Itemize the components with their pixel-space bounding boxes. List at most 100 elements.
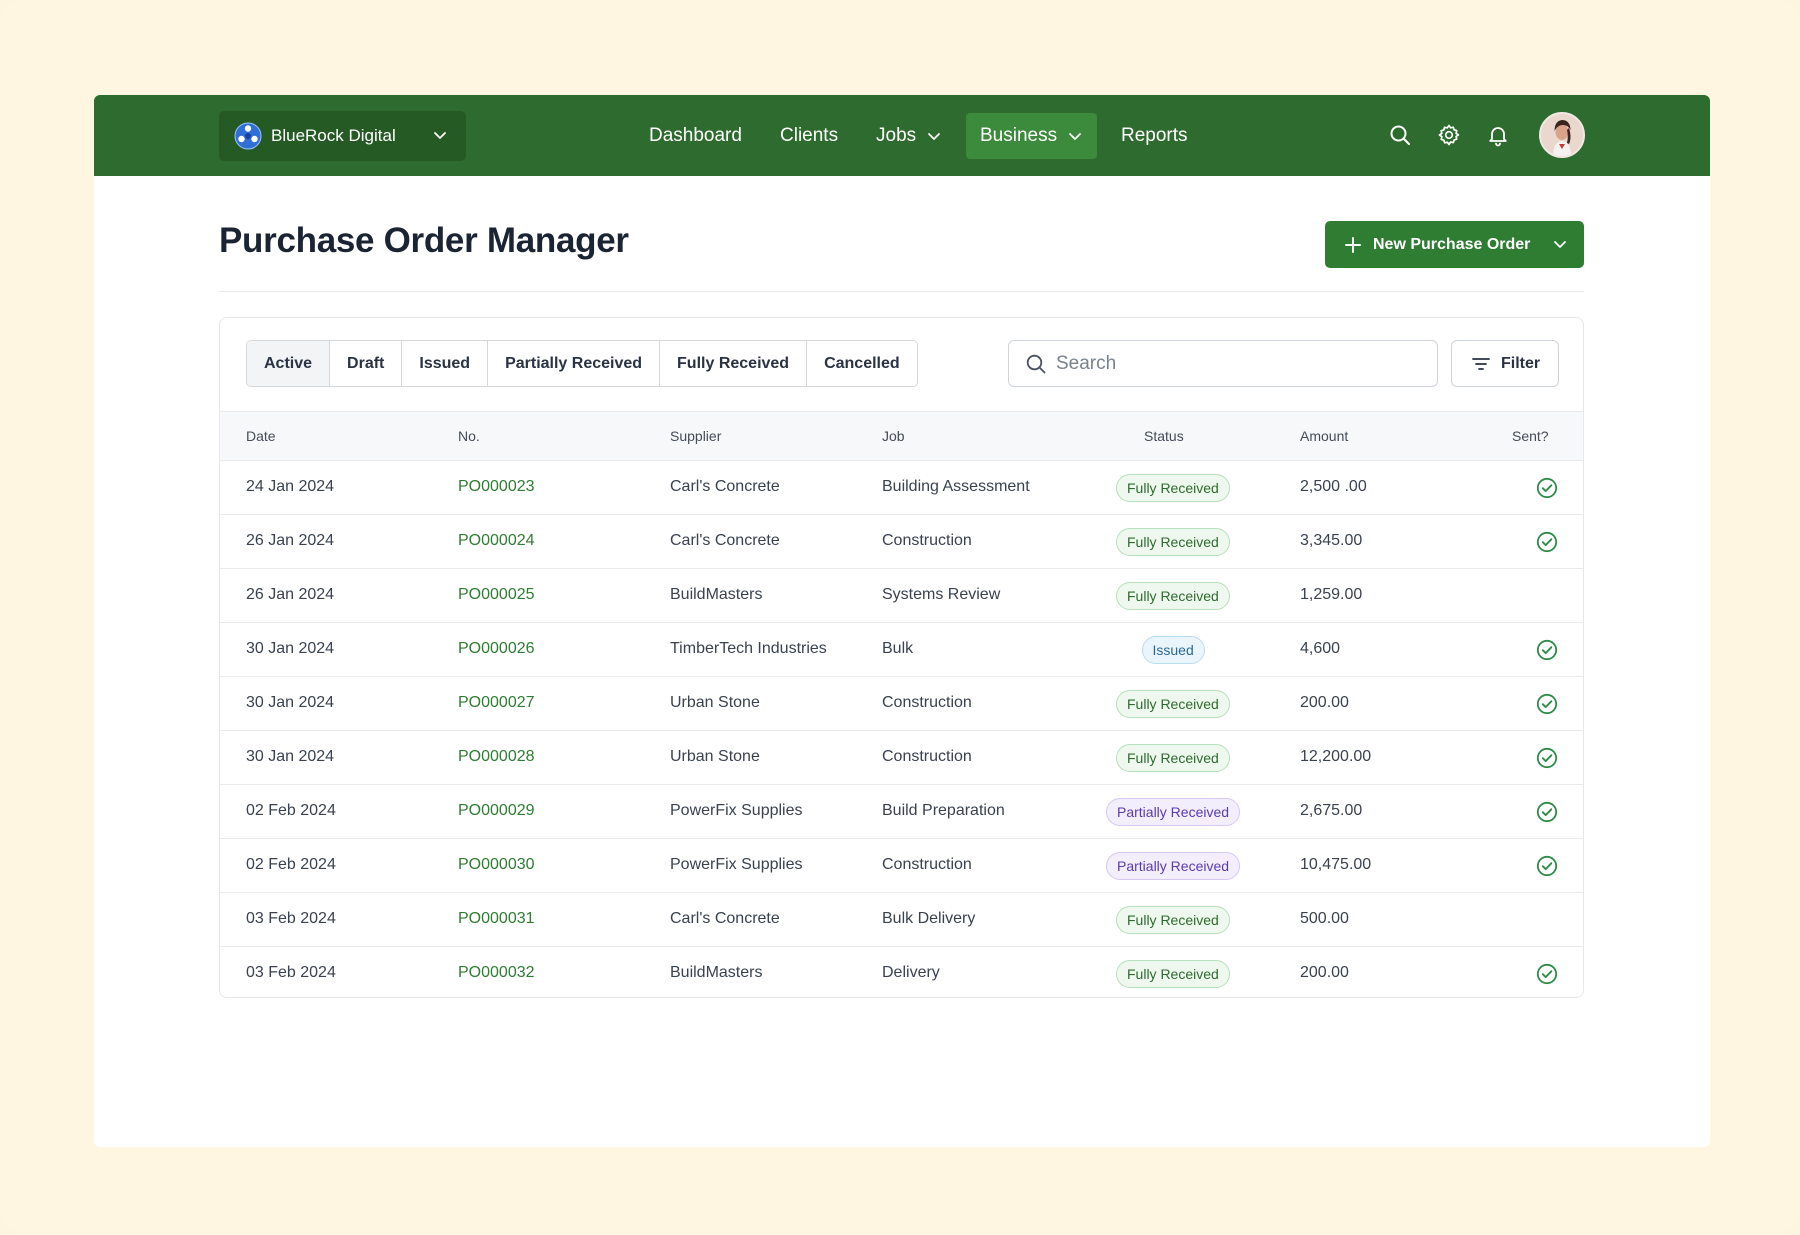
po-number-link[interactable]: PO000024 (458, 532, 535, 549)
column-header-supplier[interactable]: Supplier (670, 428, 722, 444)
tab-label: Cancelled (824, 354, 900, 372)
table-row[interactable]: 30 Jan 2024 PO000027 Urban Stone Constructi… (220, 677, 1583, 731)
cell-amount: 4,600 (1300, 640, 1341, 657)
column-header-no[interactable]: No. (458, 428, 480, 444)
po-number-link[interactable]: PO000029 (458, 802, 535, 819)
filter-button[interactable]: Filter (1451, 340, 1559, 387)
cell-supplier: PowerFix Supplies (670, 802, 803, 819)
nav-item-label: Clients (780, 125, 839, 146)
table-row[interactable]: 26 Jan 2024 PO000025 BuildMasters Systems R… (220, 569, 1583, 623)
column-header-amount[interactable]: Amount (1300, 428, 1349, 444)
chevron-down-icon (1069, 133, 1082, 140)
tab-cancelled[interactable]: Cancelled (807, 341, 917, 386)
column-header-sent[interactable]: Sent? (1512, 428, 1549, 444)
table-row[interactable]: 30 Jan 2024 PO000028 Urban Stone Constructi… (220, 731, 1583, 785)
cell-supplier: Urban Stone (670, 694, 760, 711)
table-row[interactable]: 30 Jan 2024 PO000026 TimberTech Industries… (220, 623, 1583, 677)
status-badge: Fully Received (1116, 690, 1230, 718)
nav-item-label: Jobs (876, 125, 917, 146)
chevron-down-icon (434, 132, 446, 139)
tab-issued[interactable]: Issued (402, 341, 489, 386)
cell-job: Building Assessment (882, 478, 1030, 495)
tab-partially-received[interactable]: Partially Received (488, 341, 661, 386)
po-number-link[interactable]: PO000028 (458, 748, 535, 765)
gear-icon[interactable] (1437, 123, 1461, 147)
table-row[interactable]: 03 Feb 2024 PO000031 Carl's Concrete Bulk D… (220, 893, 1583, 947)
check-circle-icon (1536, 477, 1558, 499)
po-number-link[interactable]: PO000026 (458, 640, 535, 657)
cell-date: 30 Jan 2024 (246, 748, 335, 765)
search-icon (1026, 354, 1046, 373)
top-navbar: BlueRock Digital Dashboard Clients Jobs (94, 95, 1710, 176)
tab-active[interactable]: Active (247, 341, 331, 386)
cell-date: 03 Feb 2024 (246, 910, 336, 927)
cell-job: Bulk Delivery (882, 910, 976, 927)
status-badge: Fully Received (1116, 474, 1230, 502)
check-circle-icon (1536, 531, 1558, 553)
status-badge: Partially Received (1106, 798, 1241, 826)
status-badge: Fully Received (1116, 744, 1230, 772)
status-badge: Fully Received (1116, 906, 1230, 934)
column-header-job[interactable]: Job (882, 428, 905, 444)
cell-date: 30 Jan 2024 (246, 694, 335, 711)
column-header-status[interactable]: Status (1144, 428, 1184, 444)
po-number-link[interactable]: PO000023 (458, 478, 535, 495)
table-row[interactable]: 03 Feb 2024 PO000032 BuildMasters Delivery F… (220, 947, 1583, 997)
tab-draft[interactable]: Draft (330, 341, 403, 386)
po-number-link[interactable]: PO000025 (458, 586, 535, 603)
nav-item-label: Reports (1121, 125, 1188, 146)
cell-amount: 3,345.00 (1300, 532, 1363, 549)
nav-item-jobs[interactable]: Jobs (876, 113, 942, 159)
search-icon[interactable] (1388, 123, 1412, 147)
cell-supplier: TimberTech Industries (670, 640, 827, 657)
tab-label: Draft (347, 354, 385, 372)
nav-item-dashboard[interactable]: Dashboard (649, 113, 742, 159)
org-switcher[interactable]: BlueRock Digital (219, 111, 466, 161)
org-logo-icon (234, 122, 262, 150)
cell-date: 02 Feb 2024 (246, 856, 336, 873)
avatar[interactable] (1539, 112, 1585, 158)
po-number-link[interactable]: PO000027 (458, 694, 535, 711)
cell-amount: 10,475.00 (1300, 856, 1372, 873)
po-number-link[interactable]: PO000032 (458, 964, 535, 981)
cell-job: Construction (882, 748, 972, 765)
cell-supplier: Carl's Concrete (670, 478, 780, 495)
cell-date: 26 Jan 2024 (246, 586, 335, 603)
check-circle-icon (1536, 855, 1558, 877)
nav-item-reports[interactable]: Reports (1121, 113, 1188, 159)
table-header: Date No. Supplier Job Status Amount Sent… (220, 411, 1583, 461)
status-badge: Issued (1141, 636, 1205, 664)
new-purchase-order-button[interactable]: New Purchase Order (1325, 221, 1584, 268)
nav-item-clients[interactable]: Clients (780, 113, 838, 159)
tab-label: Fully Received (677, 354, 790, 372)
cell-supplier: Urban Stone (670, 748, 760, 765)
search-input[interactable] (1056, 352, 1416, 375)
app-window: BlueRock Digital Dashboard Clients Jobs (94, 95, 1710, 1147)
plus-icon (1345, 236, 1361, 253)
bell-icon[interactable] (1486, 123, 1510, 147)
cell-job: Construction (882, 856, 972, 873)
status-tabs: Active Draft Issued Partially Received F… (246, 340, 918, 387)
cell-supplier: Carl's Concrete (670, 910, 780, 927)
table-row[interactable]: 02 Feb 2024 PO000030 PowerFix Supplies Cons… (220, 839, 1583, 893)
cell-amount: 12,200.00 (1300, 748, 1372, 765)
table-row[interactable]: 26 Jan 2024 PO000024 Carl's Concrete Constr… (220, 515, 1583, 569)
nav-item-business[interactable]: Business (966, 113, 1098, 159)
cell-job: Delivery (882, 964, 940, 981)
main-menu: Dashboard Clients Jobs Business (94, 95, 1710, 176)
cell-job: Bulk (882, 640, 914, 657)
cell-supplier: BuildMasters (670, 964, 763, 981)
po-number-link[interactable]: PO000031 (458, 910, 535, 927)
column-header-date[interactable]: Date (246, 428, 276, 444)
org-name: BlueRock Digital (271, 126, 396, 145)
tab-label: Active (264, 354, 313, 372)
table-row[interactable]: 02 Feb 2024 PO000029 PowerFix Supplies Buil… (220, 785, 1583, 839)
po-number-link[interactable]: PO000030 (458, 856, 535, 873)
cell-amount: 1,259.00 (1300, 586, 1363, 603)
check-circle-icon (1536, 639, 1558, 661)
table-row[interactable]: 24 Jan 2024 PO000023 Carl's Concrete Buildi… (220, 461, 1583, 515)
tab-label: Partially Received (505, 354, 643, 372)
tab-fully-received[interactable]: Fully Received (660, 341, 808, 386)
filter-icon (1472, 357, 1490, 370)
